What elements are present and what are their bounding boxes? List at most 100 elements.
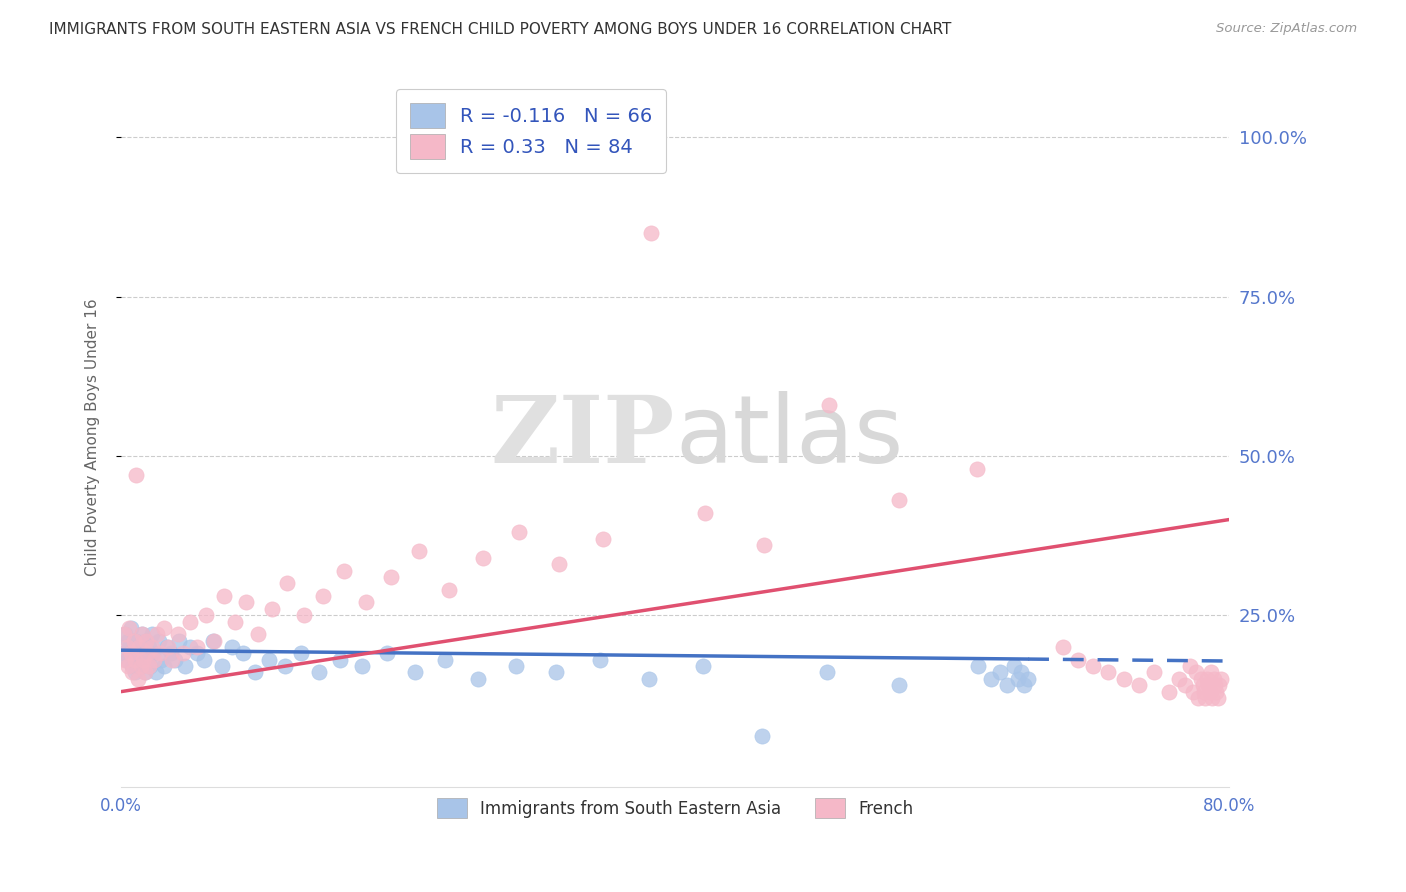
Point [352,659,374,673]
Point [245,665,267,680]
Point [434,653,457,667]
Point [692,659,714,673]
Point [124,653,146,667]
Point [120,621,142,635]
Point [290,646,312,660]
Point [1143,665,1166,680]
Point [150,653,173,667]
Point [1007,672,1029,686]
Point [148,633,170,648]
Point [1181,684,1204,698]
Point [117,633,139,648]
Point [232,646,254,660]
Point [508,525,530,540]
Point [329,653,352,667]
Point [224,615,246,629]
Point [132,653,155,667]
Point [136,653,159,667]
Point [173,659,195,673]
Point [1192,684,1215,698]
Point [333,564,356,578]
Point [1010,665,1032,680]
Point [153,659,176,673]
Point [194,608,217,623]
Point [375,646,398,660]
Point [201,633,224,648]
Point [1198,684,1220,698]
Point [193,653,215,667]
Point [1208,678,1230,692]
Legend: Immigrants from South Eastern Asia, French: Immigrants from South Eastern Asia, Fren… [430,792,920,824]
Text: Source: ZipAtlas.com: Source: ZipAtlas.com [1216,22,1357,36]
Point [118,621,141,635]
Point [1201,690,1223,705]
Point [967,659,990,673]
Point [262,601,284,615]
Point [1067,653,1090,667]
Point [889,493,911,508]
Point [1209,672,1232,686]
Y-axis label: Child Poverty Among Boys Under 16: Child Poverty Among Boys Under 16 [86,298,100,575]
Point [143,653,166,667]
Point [592,532,614,546]
Point [202,633,225,648]
Point [160,646,183,660]
Point [404,665,426,680]
Point [439,582,461,597]
Point [1194,690,1216,705]
Point [547,557,569,571]
Point [165,653,187,667]
Point [127,672,149,686]
Point [1206,690,1229,705]
Text: IMMIGRANTS FROM SOUTH EASTERN ASIA VS FRENCH CHILD POVERTY AMONG BOYS UNDER 16 C: IMMIGRANTS FROM SOUTH EASTERN ASIA VS FR… [49,22,952,37]
Point [128,640,150,654]
Point [141,627,163,641]
Point [408,544,430,558]
Point [169,633,191,648]
Point [259,653,281,667]
Point [121,665,143,680]
Point [1012,678,1035,692]
Point [1052,640,1074,654]
Point [129,659,152,673]
Point [505,659,527,673]
Point [1097,665,1119,680]
Point [125,468,148,483]
Point [112,627,135,641]
Point [167,627,190,641]
Point [122,633,145,648]
Point [136,646,159,660]
Point [118,640,141,654]
Point [120,646,142,660]
Point [186,640,208,654]
Point [1205,684,1227,698]
Point [273,659,295,673]
Point [276,576,298,591]
Point [115,640,138,654]
Point [179,640,201,654]
Point [127,653,149,667]
Text: atlas: atlas [675,391,903,483]
Point [134,665,156,680]
Point [1159,684,1181,698]
Point [1195,672,1218,686]
Point [1002,659,1025,673]
Point [179,615,201,629]
Point [135,633,157,648]
Point [1202,672,1225,686]
Point [156,640,179,654]
Point [380,570,402,584]
Point [221,640,243,654]
Point [308,665,330,680]
Point [966,461,988,475]
Point [1184,665,1206,680]
Text: ZIP: ZIP [491,392,675,482]
Point [235,595,257,609]
Point [1017,672,1039,686]
Point [211,659,233,673]
Point [146,627,169,641]
Point [112,646,135,660]
Point [129,659,152,673]
Point [471,550,494,565]
Point [637,672,659,686]
